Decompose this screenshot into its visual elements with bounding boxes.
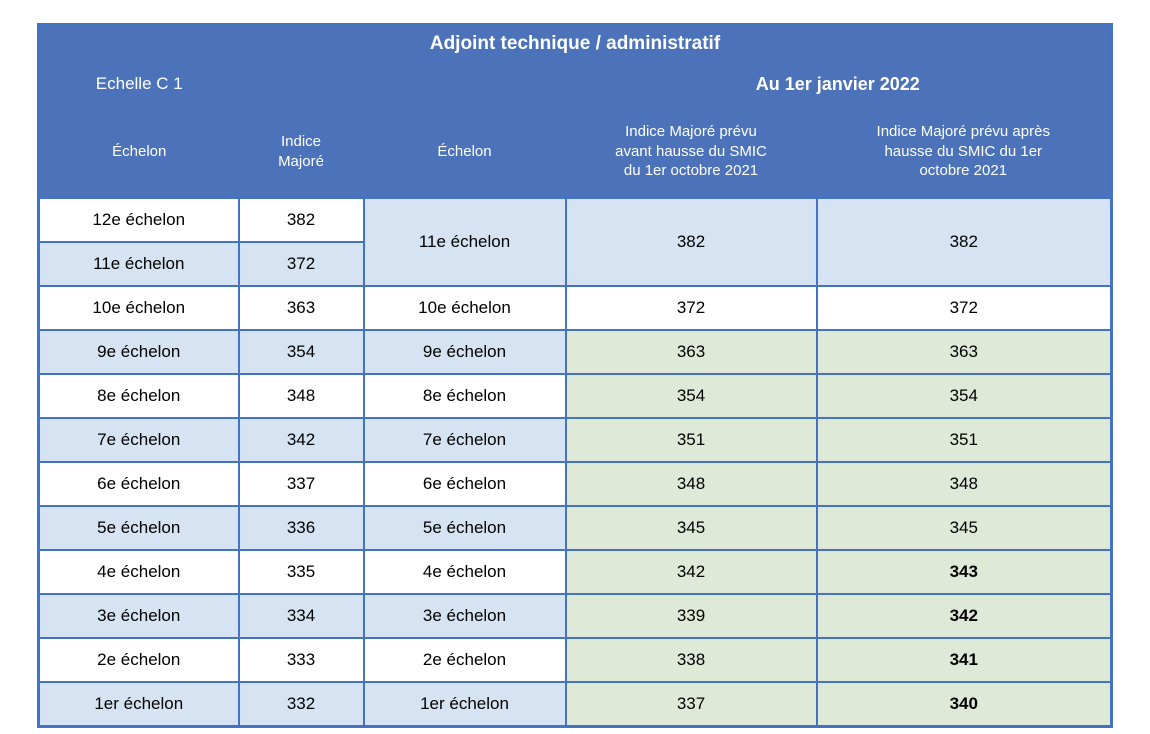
echelon-cell: 6e échelon (37, 460, 240, 507)
indice-apres-cell: 382 (815, 196, 1113, 287)
subtitle-row: Echelle C 1 Au 1er janvier 2022 (38, 61, 1112, 107)
echelon-cell: 9e échelon (37, 328, 240, 375)
title-row: Adjoint technique / administratif (38, 24, 1112, 62)
col-header-indice-avant: Indice Majoré prévu avant hausse du SMIC… (565, 106, 817, 198)
scale-label: Echelle C 1 (38, 61, 239, 107)
indice-cell: 382 (237, 196, 365, 243)
indice-apres-cell: 341 (815, 636, 1113, 683)
echelon-cell: 12e échelon (37, 196, 240, 243)
echelon-cell: 4e échelon (362, 548, 567, 595)
indice-cell: 363 (237, 284, 365, 331)
indice-apres-cell: 343 (815, 548, 1113, 595)
table-header: Adjoint technique / administratif Echell… (38, 24, 1112, 198)
table-row-8e: 8e échelon 348 8e échelon 354 354 (37, 372, 1113, 419)
echelon-cell: 5e échelon (362, 504, 567, 551)
echelon-cell: 6e échelon (362, 460, 567, 507)
col-header-indice-apres: Indice Majoré prévu après hausse du SMIC… (816, 106, 1112, 198)
indice-apres-cell: 351 (815, 416, 1113, 463)
table-row-6e: 6e échelon 337 6e échelon 348 348 (37, 460, 1113, 507)
indice-apres-cell: 345 (815, 504, 1113, 551)
table-row-10e: 10e échelon 363 10e échelon 372 372 (37, 284, 1113, 331)
echelon-cell: 4e échelon (37, 548, 240, 595)
table-row-7e: 7e échelon 342 7e échelon 351 351 (37, 416, 1113, 463)
indice-apres-cell: 354 (815, 372, 1113, 419)
indice-apres-cell: 348 (815, 460, 1113, 507)
echelon-cell: 1er échelon (37, 680, 240, 727)
table-row-4e: 4e échelon 335 4e échelon 342 343 (37, 548, 1113, 595)
echelon-cell: 3e échelon (362, 592, 567, 639)
echelon-cell: 7e échelon (362, 416, 567, 463)
indice-cell: 334 (237, 592, 365, 639)
indice-cell: 336 (237, 504, 365, 551)
echelon-cell: 9e échelon (362, 328, 567, 375)
indice-avant-cell: 382 (564, 196, 818, 287)
col-header-echelon-right: Échelon (363, 106, 566, 198)
indice-cell: 333 (237, 636, 365, 683)
indice-apres-cell: 342 (815, 592, 1113, 639)
echelon-cell: 5e échelon (37, 504, 240, 551)
indice-avant-cell: 348 (564, 460, 818, 507)
indice-avant-cell: 342 (564, 548, 818, 595)
indice-avant-cell: 339 (564, 592, 818, 639)
echelon-cell: 7e échelon (37, 416, 240, 463)
echelon-cell: 2e échelon (362, 636, 567, 683)
indice-cell: 335 (237, 548, 365, 595)
table-row-9e: 9e échelon 354 9e échelon 363 363 (37, 328, 1113, 375)
subtitle-spacer (238, 61, 566, 107)
indice-cell: 348 (237, 372, 365, 419)
col-header-indice-majore: Indice Majoré (238, 106, 364, 198)
indice-apres-cell: 372 (815, 284, 1113, 331)
table-row-1er: 1er échelon 332 1er échelon 337 340 (37, 680, 1113, 727)
col-header-echelon-left: Échelon (38, 106, 239, 198)
indice-avant-cell: 345 (564, 504, 818, 551)
indice-cell: 337 (237, 460, 365, 507)
indice-table-container: Adjoint technique / administratif Echell… (37, 23, 1114, 728)
indice-avant-cell: 354 (564, 372, 818, 419)
echelon-cell: 11e échelon (362, 196, 567, 287)
echelon-cell: 2e échelon (37, 636, 240, 683)
indice-cell: 342 (237, 416, 365, 463)
indice-avant-cell: 337 (564, 680, 818, 727)
indice-cell: 354 (237, 328, 365, 375)
indice-cell: 332 (237, 680, 365, 727)
indice-apres-cell: 340 (815, 680, 1113, 727)
indice-apres-cell: 363 (815, 328, 1113, 375)
indice-avant-cell: 363 (564, 328, 818, 375)
table-row-3e: 3e échelon 334 3e échelon 339 342 (37, 592, 1113, 639)
column-header-row: Échelon Indice Majoré Échelon Indice Maj… (38, 106, 1112, 198)
table-row-12e: 12e échelon 382 11e échelon 382 382 (37, 196, 1113, 287)
echelon-cell: 10e échelon (37, 284, 240, 331)
echelon-cell: 1er échelon (362, 680, 567, 727)
echelon-cell: 8e échelon (362, 372, 567, 419)
table-body: 12e échelon 382 11e échelon 382 382 11e … (37, 196, 1113, 727)
table-row-2e: 2e échelon 333 2e échelon 338 341 (37, 636, 1113, 683)
echelon-cell: 3e échelon (37, 592, 240, 639)
table-row-11e: 11e échelon 372 (37, 240, 1112, 287)
indice-majore-table: Adjoint technique / administratif Echell… (37, 23, 1114, 728)
indice-avant-cell: 372 (564, 284, 818, 331)
echelon-cell: 11e échelon (37, 240, 240, 287)
echelon-cell: 8e échelon (37, 372, 240, 419)
date-label: Au 1er janvier 2022 (565, 61, 1112, 107)
table-title: Adjoint technique / administratif (38, 24, 1112, 62)
echelon-cell: 10e échelon (362, 284, 567, 331)
indice-avant-cell: 338 (564, 636, 818, 683)
indice-cell: 372 (237, 240, 365, 287)
indice-avant-cell: 351 (564, 416, 818, 463)
table-row-5e: 5e échelon 336 5e échelon 345 345 (37, 504, 1113, 551)
